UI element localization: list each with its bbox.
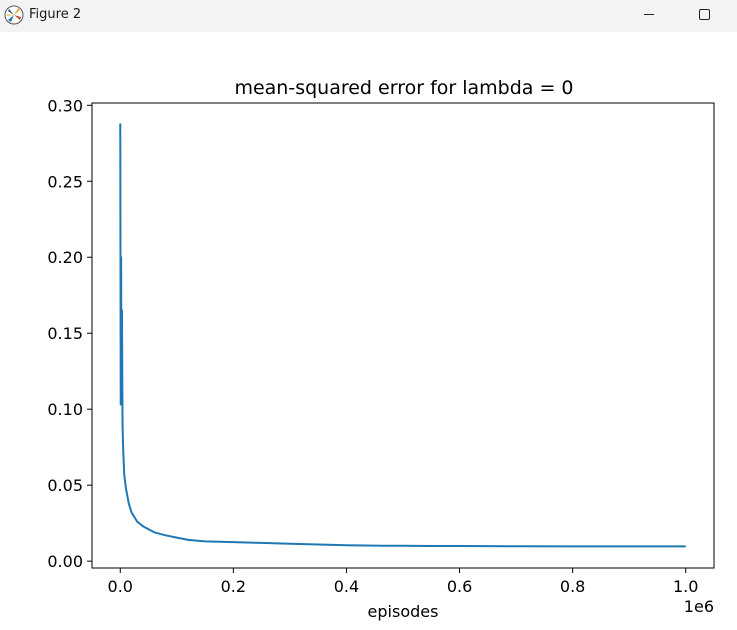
figure-canvas: mean-squared error for lambda = 0 0.0 0.2… bbox=[0, 32, 737, 630]
matplotlib-logo-icon bbox=[4, 5, 24, 25]
x-axis-ticks: 0.0 0.2 0.4 0.6 0.8 1.0 bbox=[108, 568, 698, 596]
x-tick-label: 0.2 bbox=[221, 577, 246, 596]
window-titlebar: Figure 2 bbox=[0, 0, 737, 32]
x-tick-label: 0.0 bbox=[108, 577, 133, 596]
y-tick-label: 0.05 bbox=[47, 476, 83, 495]
x-axis-offset-text: 1e6 bbox=[684, 597, 714, 616]
series-line-mse bbox=[119, 123, 686, 548]
x-tick-label: 0.6 bbox=[447, 577, 472, 596]
y-tick-label: 0.15 bbox=[47, 324, 83, 343]
y-tick-label: 0.25 bbox=[47, 172, 83, 191]
y-tick-label: 0.30 bbox=[47, 96, 83, 115]
y-tick-label: 0.00 bbox=[47, 552, 83, 571]
x-tick-label: 0.4 bbox=[334, 577, 359, 596]
maximize-button[interactable] bbox=[682, 0, 728, 32]
chart-title: mean-squared error for lambda = 0 bbox=[234, 77, 573, 99]
y-tick-label: 0.20 bbox=[47, 248, 83, 267]
figure-background bbox=[0, 32, 737, 630]
plot-frame bbox=[91, 102, 715, 569]
minimize-button[interactable] bbox=[626, 0, 672, 32]
x-tick-label: 1.0 bbox=[673, 577, 698, 596]
y-axis-ticks: 0.00 0.05 0.10 0.15 0.20 0.25 0.30 bbox=[47, 96, 92, 571]
x-tick-label: 0.8 bbox=[560, 577, 585, 596]
x-axis-label: episodes bbox=[368, 602, 439, 621]
y-tick-label: 0.10 bbox=[47, 400, 83, 419]
window-title: Figure 2 bbox=[29, 7, 82, 22]
